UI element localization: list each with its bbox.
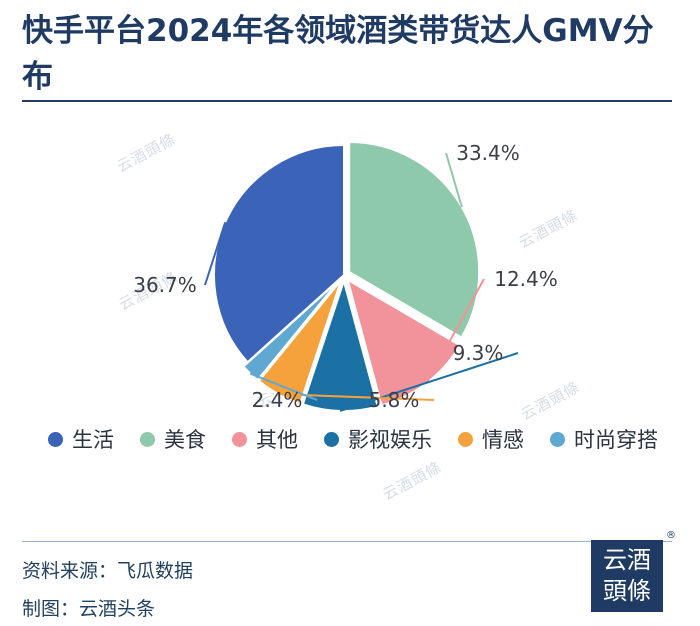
legend-swatch — [232, 432, 247, 447]
logo-line-2: 頭條 — [591, 576, 663, 607]
legend-item-0: 生活 — [48, 424, 114, 454]
legend-swatch — [140, 432, 155, 447]
source-note: 资料来源：飞瓜数据 — [22, 556, 193, 583]
legend-item-5: 时尚穿搭 — [550, 424, 658, 454]
data-label-1: 33.4% — [456, 141, 520, 165]
registered-mark: ® — [666, 530, 676, 541]
legend-item-4: 情感 — [458, 424, 524, 454]
legend-label: 时尚穿搭 — [574, 424, 658, 454]
data-label-4: 5.8% — [369, 388, 420, 412]
legend-swatch — [324, 432, 339, 447]
legend-label: 生活 — [72, 424, 114, 454]
legend-label: 其他 — [256, 424, 298, 454]
footer-divider — [22, 541, 672, 542]
legend-label: 美食 — [164, 424, 206, 454]
legend-swatch — [458, 432, 473, 447]
logo-line-1: 云酒 — [591, 545, 663, 576]
data-label-5: 2.4% — [252, 388, 303, 412]
legend-swatch — [48, 432, 63, 447]
data-label-3: 9.3% — [453, 341, 504, 365]
credit-note: 制图：云酒头条 — [22, 594, 155, 621]
legend-item-2: 其他 — [232, 424, 298, 454]
chart-legend: 生活 美食 其他 影视娱乐 情感 时尚穿搭 — [48, 424, 688, 468]
legend-swatch — [550, 432, 565, 447]
data-label-0: 36.7% — [133, 273, 197, 297]
legend-item-3: 影视娱乐 — [324, 424, 432, 454]
legend-item-1: 美食 — [140, 424, 206, 454]
brand-logo: 云酒 頭條 — [591, 540, 663, 612]
legend-label: 影视娱乐 — [348, 424, 432, 454]
data-label-2: 12.4% — [494, 267, 558, 291]
legend-label: 情感 — [482, 424, 524, 454]
